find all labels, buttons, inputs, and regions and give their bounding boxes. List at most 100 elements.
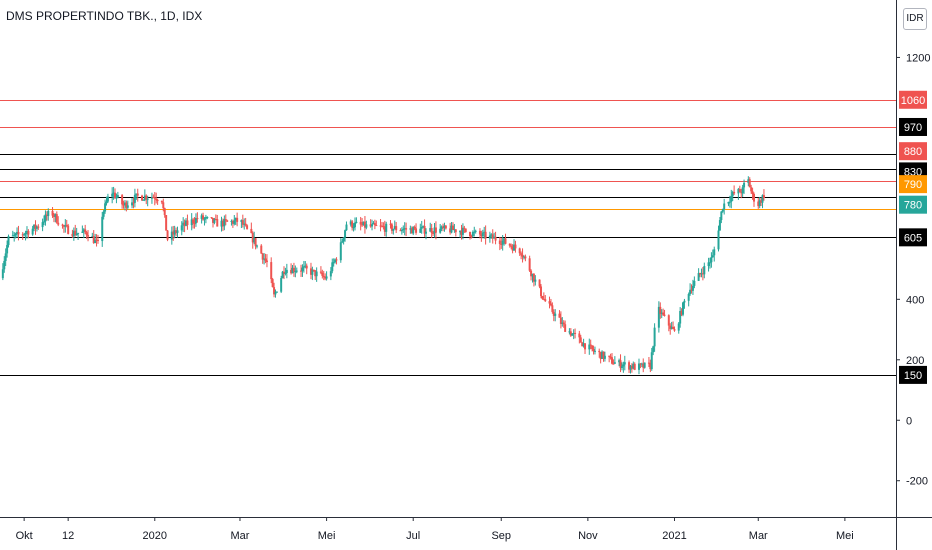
candle-body-2 [4,253,7,261]
candle-body-303 [602,351,605,359]
candle-body-300 [598,350,601,353]
candle-body-212 [422,225,425,228]
candle-body-219 [434,227,437,233]
candle-body-76 [152,197,155,199]
candle-body-46 [92,236,95,244]
candle-body-355 [707,262,710,267]
candle-body-157 [312,269,315,271]
candle-body-44 [87,235,90,237]
candle-body-356 [708,262,711,264]
candle-body-100 [200,215,203,219]
candle-body-89 [176,230,179,233]
candle-body-88 [175,230,178,233]
candle-body-330 [657,306,660,328]
candle-body-352 [700,273,703,275]
candle-body-241 [480,234,483,236]
candle-body-242 [481,232,484,236]
candle-body-120 [240,220,243,222]
candle-body-290 [578,333,581,338]
candle-body-343 [682,302,685,315]
candle-body-301 [599,352,602,359]
candle-body-314 [623,362,626,365]
candle-body-196 [390,224,393,231]
candle-body-167 [332,262,335,264]
candle-body-207 [412,226,415,234]
candle-body-336 [669,325,672,329]
candle-body-310 [618,360,621,363]
candle-body-110 [220,220,223,227]
candle-body-189 [375,225,378,227]
candle-body-229 [454,229,457,233]
candle-body-267 [531,273,534,277]
candle-body-316 [629,365,632,370]
price-badge-label-0: 1060 [901,95,925,107]
candle-body-190 [379,225,382,227]
candle-body-165 [329,271,332,277]
candle-body-188 [373,223,376,226]
time-tick-label-10: Mei [836,530,854,542]
candle-body-155 [309,268,312,275]
candle-body-328 [652,346,655,353]
candle-body-338 [672,326,675,330]
candle-body-350 [697,273,700,281]
candle-body-177 [352,227,355,229]
candle-body-134 [265,260,268,263]
candle-body-277 [551,305,554,312]
candle-body-221 [440,226,443,229]
candle-body-354 [703,266,706,275]
candle-body-104 [206,217,209,219]
candle-body-79 [156,200,159,202]
candle-body-370 [737,188,740,194]
candle-body-372 [740,192,743,194]
candle-body-148 [294,271,297,273]
candle-body-111 [221,220,224,227]
candle-body-263 [522,256,525,258]
candle-body-160 [319,271,322,273]
candle-body-315 [628,362,631,370]
candle-body-274 [544,299,547,302]
candle-body-345 [687,294,690,301]
candle-body-109 [216,219,219,227]
price-badge-4 [899,175,927,194]
candle-body-320 [637,363,640,370]
candle-body-200 [399,230,402,232]
currency-button[interactable]: IDR [903,8,927,30]
candle-body-204 [405,228,408,230]
candle-body-119 [236,217,239,222]
candle-body-214 [424,231,427,234]
price-badge-label-2: 880 [904,146,922,158]
candle-body-199 [395,226,398,231]
time-tick-label-3: Mar [230,530,249,542]
candle-body-321 [639,363,642,365]
candle-body-151 [301,267,304,272]
candle-body-233 [463,227,466,229]
candle-body-73 [145,195,148,200]
candle-body-246 [490,234,493,236]
candle-body-268 [532,273,535,282]
candle-body-312 [620,366,623,368]
time-tick-label-0: Okt [16,530,33,542]
time-tick-label-5: Jul [406,530,420,542]
candle-body-27 [54,214,57,217]
candle-body-220 [439,228,442,233]
candle-body-153 [304,265,307,267]
candle-body-169 [335,259,338,261]
candle-body-368 [731,192,734,197]
candle-body-65 [131,202,134,206]
candle-body-141 [281,271,284,279]
candle-body-363 [721,208,724,212]
candle-body-309 [613,362,616,364]
candle-body-166 [331,262,334,272]
candle-body-47 [94,239,97,244]
candle-body-21 [43,221,46,223]
candle-body-103 [204,217,207,219]
candle-body-83 [165,215,168,231]
candle-body-358 [711,255,714,258]
candle-body-228 [453,229,456,231]
candle-body-347 [690,289,693,291]
candle-body-122 [243,223,246,225]
candle-body-231 [460,230,463,235]
candle-body-19 [37,226,40,228]
candle-body-91 [182,222,185,226]
